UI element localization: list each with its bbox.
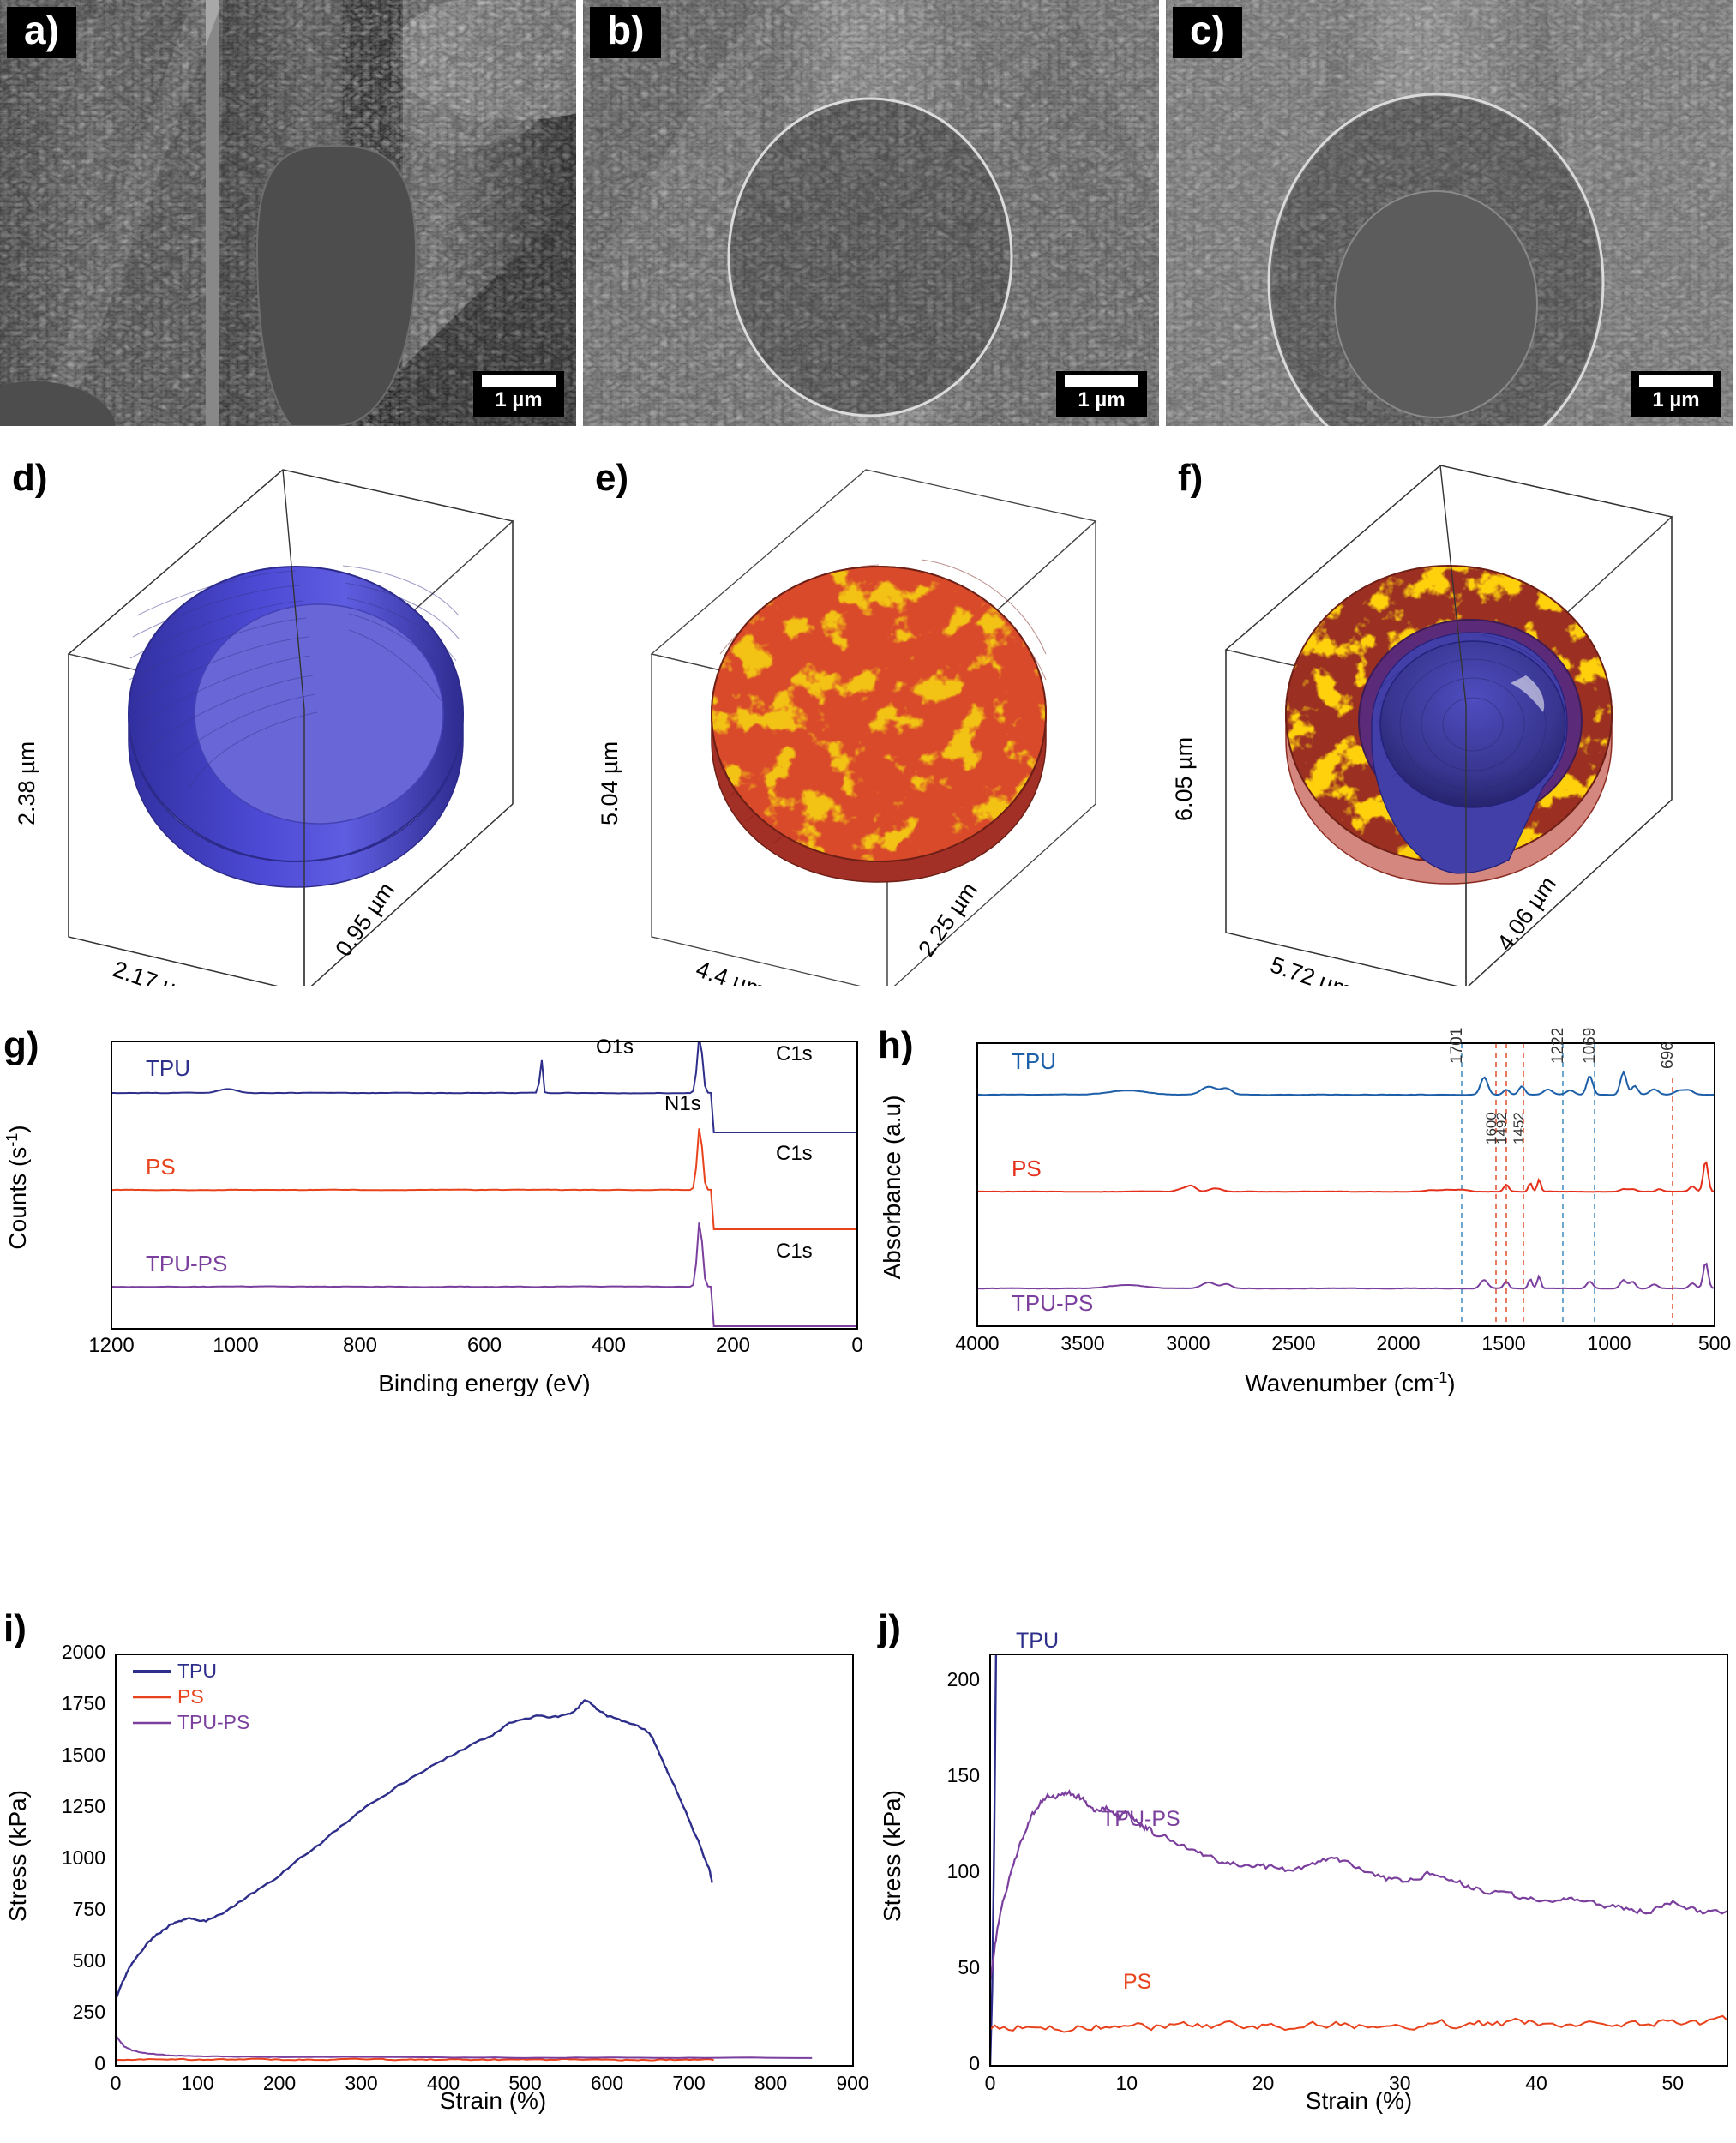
svg-text:500: 500 (1698, 1332, 1731, 1354)
svg-text:TPU-PS: TPU-PS (1012, 1290, 1093, 1316)
svg-text:1500: 1500 (62, 1744, 105, 1766)
svg-text:0: 0 (985, 2072, 996, 2094)
svg-text:4.06 µm: 4.06 µm (1492, 872, 1561, 956)
svg-text:2500: 2500 (1271, 1332, 1315, 1354)
svg-text:800: 800 (754, 2072, 787, 2094)
svg-text:2000: 2000 (1376, 1332, 1420, 1354)
svg-text:PS: PS (146, 1154, 176, 1180)
svg-text:20: 20 (1252, 2072, 1275, 2094)
svg-text:600: 600 (467, 1334, 502, 1357)
svg-text:4000: 4000 (955, 1332, 999, 1354)
svg-text:TPU: TPU (146, 1055, 190, 1081)
svg-text:1750: 1750 (62, 1692, 105, 1714)
svg-text:TPU: TPU (177, 1660, 217, 1682)
svg-text:0.95 µm: 0.95 µm (330, 878, 399, 962)
svg-text:TPU-PS: TPU-PS (177, 1711, 249, 1733)
svg-text:0: 0 (111, 2072, 122, 2094)
svg-text:N1s: N1s (664, 1092, 701, 1115)
svg-text:C1s: C1s (776, 1142, 813, 1165)
svg-text:3500: 3500 (1060, 1332, 1104, 1354)
svg-text:5.04 µm: 5.04 µm (597, 741, 622, 825)
svg-text:800: 800 (343, 1334, 377, 1357)
svg-text:50: 50 (958, 1956, 980, 1978)
svg-text:PS: PS (177, 1685, 204, 1708)
svg-text:1222: 1222 (1549, 1028, 1567, 1064)
svg-text:PS: PS (1123, 1970, 1151, 1994)
svg-text:1000: 1000 (62, 1846, 105, 1869)
svg-text:0: 0 (969, 2052, 980, 2074)
svg-text:100: 100 (181, 2072, 213, 2094)
svg-text:1200: 1200 (88, 1334, 134, 1357)
svg-text:696: 696 (1659, 1041, 1677, 1069)
svg-text:400: 400 (592, 1334, 626, 1357)
svg-text:10: 10 (1116, 2072, 1138, 2094)
svg-text:Binding energy (eV): Binding energy (eV) (378, 1370, 590, 1396)
svg-text:750: 750 (73, 1898, 105, 1920)
svg-text:Stress (kPa): Stress (kPa) (879, 1790, 905, 1922)
svg-text:TPU-PS: TPU-PS (146, 1251, 227, 1276)
svg-text:TPU-PS: TPU-PS (1102, 1807, 1180, 1831)
svg-text:Strain (%): Strain (%) (440, 2087, 546, 2114)
svg-text:100: 100 (947, 1860, 980, 1882)
svg-text:200: 200 (263, 2072, 296, 2094)
svg-text:TPU: TPU (1012, 1048, 1056, 1074)
svg-text:300: 300 (345, 2072, 377, 2094)
svg-text:1492: 1492 (1493, 1112, 1510, 1144)
svg-text:150: 150 (947, 1764, 980, 1786)
svg-text:250: 250 (73, 2001, 105, 2023)
svg-text:1000: 1000 (1587, 1332, 1631, 1354)
svg-text:Stress (kPa): Stress (kPa) (4, 1790, 31, 1922)
svg-text:1000: 1000 (213, 1334, 258, 1357)
svg-text:C1s: C1s (776, 1042, 813, 1065)
svg-text:200: 200 (947, 1668, 980, 1690)
svg-text:0: 0 (94, 2052, 105, 2074)
svg-text:2.17 µm: 2.17 µm (110, 956, 198, 986)
svg-text:1250: 1250 (62, 1795, 105, 1817)
svg-text:PS: PS (1012, 1156, 1042, 1181)
svg-text:C1s: C1s (776, 1240, 813, 1263)
svg-text:700: 700 (672, 2072, 705, 2094)
svg-text:500: 500 (73, 1949, 105, 1972)
svg-text:3000: 3000 (1166, 1332, 1210, 1354)
svg-text:4.4 µm: 4.4 µm (693, 956, 768, 986)
svg-text:TPU: TPU (1016, 1629, 1059, 1653)
svg-text:Strain (%): Strain (%) (1306, 2087, 1412, 2114)
svg-text:900: 900 (836, 2072, 868, 2094)
svg-text:2.38 µm: 2.38 µm (14, 741, 39, 825)
svg-text:1500: 1500 (1481, 1332, 1525, 1354)
svg-text:50: 50 (1662, 2072, 1685, 2094)
svg-text:Wavenumber (cm-1): Wavenumber (cm-1) (1245, 1369, 1455, 1396)
svg-text:200: 200 (716, 1334, 750, 1357)
svg-text:O1s: O1s (596, 1035, 634, 1059)
svg-text:1069: 1069 (1581, 1028, 1599, 1064)
svg-text:6.05 µm: 6.05 µm (1171, 737, 1197, 821)
svg-text:40: 40 (1525, 2072, 1547, 2094)
svg-text:Counts (s-1): Counts (s-1) (3, 1125, 31, 1249)
svg-text:2000: 2000 (62, 1641, 105, 1663)
svg-text:600: 600 (591, 2072, 623, 2094)
svg-text:1452: 1452 (1511, 1112, 1527, 1144)
svg-text:Absorbance (a.u): Absorbance (a.u) (879, 1096, 905, 1280)
svg-text:0: 0 (851, 1334, 862, 1357)
svg-text:5.72 µm: 5.72 µm (1267, 951, 1355, 986)
svg-text:1701: 1701 (1448, 1028, 1466, 1064)
svg-text:2.25 µm: 2.25 µm (913, 878, 982, 962)
